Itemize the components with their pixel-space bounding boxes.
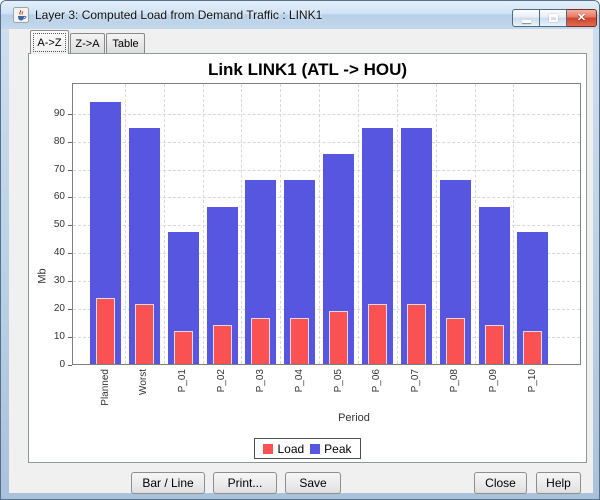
bar-load-P_03 xyxy=(251,318,271,365)
bar-load-P_04 xyxy=(290,318,310,365)
bar-load-P_08 xyxy=(445,318,465,365)
x-tick-label-Worst: Worst xyxy=(138,369,150,395)
y-tick-label-60: 60 xyxy=(53,191,65,203)
legend-label-load: Load xyxy=(277,441,305,456)
y-tick-label-30: 30 xyxy=(53,275,65,287)
window-controls: ✕ xyxy=(512,9,597,27)
minimize-button[interactable] xyxy=(512,9,540,27)
tab-focus-outline xyxy=(33,33,66,52)
y-tick-label-80: 80 xyxy=(53,135,65,147)
legend-item-load: Load xyxy=(263,442,304,456)
x-tick-label-P_08: P_08 xyxy=(449,369,461,393)
y-tick-mark-30 xyxy=(68,281,72,283)
bar-load-P_07 xyxy=(406,304,426,365)
y-tick-label-0: 0 xyxy=(59,359,65,370)
grid-line-x xyxy=(513,84,515,364)
y-tick-mark-40 xyxy=(68,253,72,255)
grid-line-x xyxy=(474,84,476,364)
x-tick-label-P_04: P_04 xyxy=(293,369,305,393)
tab-a-to-z-label: A->Z xyxy=(37,36,62,49)
bar-load-P_02 xyxy=(212,324,232,365)
y-tick-mark-20 xyxy=(68,309,72,311)
legend-box: Load Peak xyxy=(254,438,361,459)
x-tick-label-Planned: Planned xyxy=(99,369,111,406)
x-tick-label-P_02: P_02 xyxy=(216,369,228,393)
x-tick-label-P_03: P_03 xyxy=(254,369,266,393)
y-tick-label-10: 10 xyxy=(53,331,65,343)
grid-line-x xyxy=(435,84,437,364)
close-window-button[interactable]: ✕ xyxy=(567,9,597,27)
grid-line-x xyxy=(124,84,126,364)
x-tick-label-P_06: P_06 xyxy=(371,369,383,393)
chart-panel: Link LINK1 (ATL -> HOU) Mb Period Load Pe… xyxy=(28,53,587,463)
tab-table-label: Table xyxy=(112,38,139,50)
y-tick-label-40: 40 xyxy=(53,247,65,259)
y-tick-label-50: 50 xyxy=(53,219,65,231)
legend-swatch-peak xyxy=(310,443,321,454)
bar-load-Planned xyxy=(96,297,115,365)
y-tick-mark-60 xyxy=(68,197,72,199)
grid-line-x xyxy=(358,84,360,364)
x-tick-label-P_10: P_10 xyxy=(526,369,538,393)
bar-load-P_05 xyxy=(329,311,349,365)
y-tick-mark-50 xyxy=(68,225,72,227)
x-tick-label-P_05: P_05 xyxy=(332,369,344,393)
grid-line-x xyxy=(319,84,321,364)
y-tick-mark-90 xyxy=(68,113,72,115)
grid-line-x xyxy=(163,84,165,364)
y-tick-label-20: 20 xyxy=(53,303,65,315)
save-button[interactable]: Save xyxy=(285,472,341,494)
grid-line-x xyxy=(202,84,204,364)
y-tick-mark-70 xyxy=(68,169,72,171)
y-tick-mark-10 xyxy=(68,337,72,339)
grid-line-x xyxy=(241,84,243,364)
legend-swatch-load xyxy=(263,443,274,454)
y-tick-label-70: 70 xyxy=(53,163,65,175)
dialog-client-area: A->Z Z->A Table Link LINK1 (ATL -> HOU) … xyxy=(9,29,593,494)
help-button[interactable]: Help xyxy=(536,472,581,494)
chart-title: Link LINK1 (ATL -> HOU) xyxy=(207,60,408,79)
grid-line-x xyxy=(280,84,282,364)
chart-legend: Load Peak xyxy=(29,438,586,459)
bar-load-P_09 xyxy=(484,324,504,365)
title-bar[interactable]: Layer 3: Computed Load from Demand Traff… xyxy=(1,1,599,29)
x-tick-label-P_01: P_01 xyxy=(177,369,189,393)
close-icon: ✕ xyxy=(576,11,587,24)
bar-line-toggle-button[interactable]: Bar / Line xyxy=(131,472,205,494)
y-tick-mark-80 xyxy=(68,141,72,143)
x-tick-label-P_09: P_09 xyxy=(488,369,499,393)
legend-item-peak: Peak xyxy=(310,441,352,456)
bar-load-P_10 xyxy=(523,331,543,365)
window-title: Layer 3: Computed Load from Demand Traff… xyxy=(35,8,323,22)
tab-table[interactable]: Table xyxy=(106,33,145,54)
close-button[interactable]: Close xyxy=(474,472,527,494)
legend-label-peak: Peak xyxy=(324,441,352,456)
bar-load-P_01 xyxy=(173,331,193,365)
x-axis-label: Period xyxy=(338,412,370,424)
java-app-icon xyxy=(13,7,29,23)
y-tick-mark-0 xyxy=(68,365,72,366)
bar-load-Worst xyxy=(134,304,154,365)
tab-z-to-a[interactable]: Z->A xyxy=(70,33,105,54)
tab-z-to-a-label: Z->A xyxy=(75,38,100,50)
tab-a-to-z[interactable]: A->Z xyxy=(30,30,69,54)
x-tick-label-P_07: P_07 xyxy=(410,369,422,393)
grid-line-x xyxy=(396,84,398,364)
grid-line-y-90 xyxy=(73,113,580,115)
minimize-icon xyxy=(521,20,531,23)
maximize-button[interactable] xyxy=(540,9,567,27)
grid-line-y-80 xyxy=(73,141,580,143)
maximize-icon xyxy=(548,14,558,22)
print-button[interactable]: Print... xyxy=(213,472,277,494)
y-tick-label-90: 90 xyxy=(53,107,65,119)
bar-load-P_06 xyxy=(367,304,387,365)
